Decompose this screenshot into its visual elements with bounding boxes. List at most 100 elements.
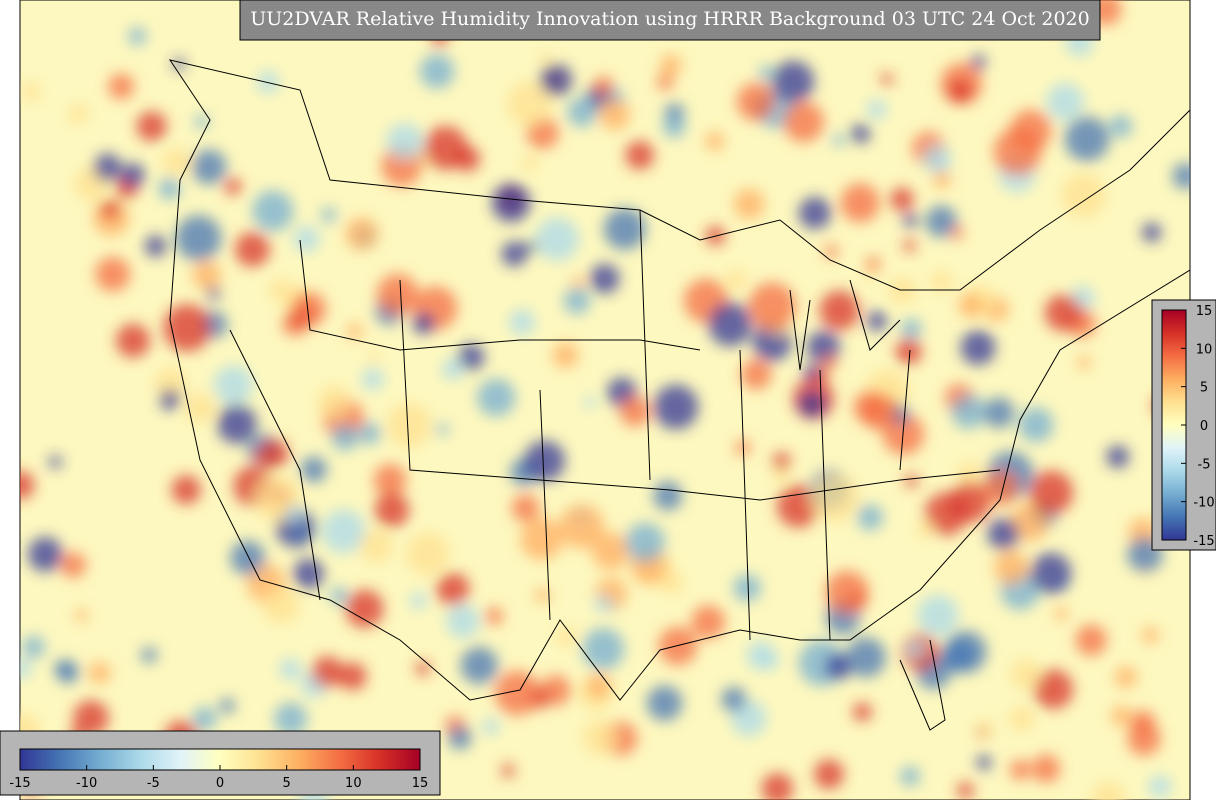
field-blob [511,494,540,522]
field-blob [171,475,201,505]
field-blob [822,355,837,370]
field-blob [300,456,327,483]
field-blob [598,99,631,131]
field-blob [584,395,597,409]
field-blob [68,103,89,124]
field-blob [368,350,381,363]
map-title: UU2DVAR Relative Humidity Innovation usi… [250,8,1089,30]
field-blob [162,147,191,176]
field-blob [116,323,150,358]
field-blob [948,79,972,103]
field-blob [726,268,747,290]
field-blob [262,586,300,624]
field-blob [721,686,747,712]
field-blob [293,225,320,253]
field-blob [803,365,819,381]
field-blob [656,74,674,91]
field-blob [662,115,686,138]
field-blob [944,630,987,673]
field-blob [311,656,344,688]
field-blob [441,358,464,380]
field-blob [520,517,563,561]
field-blob [1141,222,1162,243]
field-blob [983,397,1015,429]
field-blob [20,658,32,679]
field-blob [586,673,612,699]
tick-label: 5 [283,776,291,791]
field-blob [1009,706,1035,732]
tick-label: 0 [1200,419,1208,434]
field-blob [21,82,41,102]
field-blob [373,463,407,497]
field-blob [625,140,655,170]
field-blob [95,256,131,292]
field-blob [917,594,959,637]
field-blob [1114,666,1137,689]
field-blob [653,384,699,430]
field-blob [983,469,1019,506]
field-blob [922,144,951,173]
field-blob [1172,162,1190,190]
field-blob [274,702,308,736]
field-blob [760,651,779,670]
field-blob [1029,470,1074,515]
field-blob [224,178,242,196]
field-blob [811,473,859,522]
field-blob [888,277,916,304]
tick-label: 5 [1200,381,1208,396]
field-blob [235,231,270,267]
field-blob [958,293,983,318]
field-blob [1010,659,1041,690]
field-blob [524,440,566,482]
field-blob [73,700,109,736]
field-blob [1064,116,1110,162]
field-blob [358,422,381,445]
field-blob [230,540,266,576]
field-blob [925,205,958,238]
field-blob [376,273,419,316]
field-blob [216,404,257,444]
field-blob [524,240,537,253]
field-blob [252,190,294,232]
field-blob [454,146,481,172]
field-blob [317,385,351,419]
field-blob [158,177,181,200]
field-blob [783,101,824,143]
field-blob [345,217,379,251]
field-blob [194,114,209,129]
field-blob [154,367,187,399]
field-blob [460,646,498,685]
field-blob [501,241,527,267]
tick-label: 0 [216,776,224,791]
field-blob [594,594,612,612]
field-blob [1018,407,1054,443]
tick-label: -15 [1193,534,1214,549]
field-blob [840,183,880,223]
field-blob [293,558,324,590]
field-blob [930,270,953,293]
field-blob [509,309,535,336]
field-blob [494,670,540,716]
field-blob [20,471,35,500]
humidity-field [20,0,1190,800]
field-blob [339,662,367,691]
field-blob [1075,624,1107,656]
field-blob [798,196,832,230]
field-blob [1077,355,1091,370]
field-blob [1054,606,1069,621]
field-blob [128,27,147,46]
title-box [239,0,1101,41]
field-blob [93,153,122,182]
field-blob [1106,445,1130,469]
field-blob [572,275,585,289]
field-blob [345,589,384,628]
field-blob [56,661,80,684]
field-blob [832,133,846,147]
field-blob [1091,781,1126,800]
field-blob [1010,759,1031,781]
field-blob [853,390,887,425]
field-blob [1148,775,1172,798]
field-blob [100,200,120,219]
field-blob [917,520,935,538]
